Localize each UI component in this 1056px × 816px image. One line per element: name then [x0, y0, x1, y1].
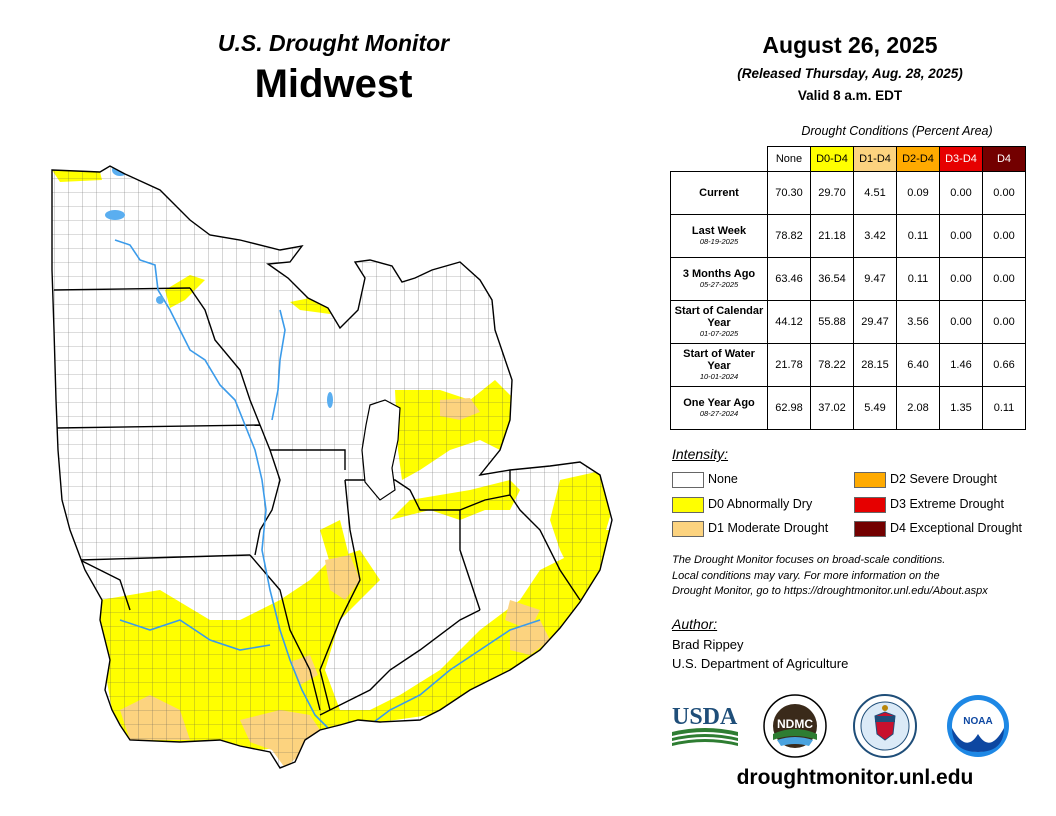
- doi-seal-logo: [853, 694, 917, 758]
- svg-text:NDMC: NDMC: [777, 717, 813, 731]
- stats-cell: 0.00: [939, 300, 983, 344]
- stats-cell: 0.11: [982, 386, 1026, 430]
- stats-caption: Drought Conditions (Percent Area): [801, 124, 993, 138]
- stats-row: Start of Calendar Year 01-07-2025 44.12 55.…: [670, 300, 1026, 344]
- stats-cell: 4.51: [853, 171, 897, 215]
- website-url[interactable]: droughtmonitor.unl.edu: [736, 766, 974, 789]
- state-boundaries: [53, 287, 581, 716]
- legend-swatch: [672, 471, 704, 488]
- legend-d2: D2 Severe Drought: [854, 470, 997, 488]
- drought-stats-table: None D0-D4 D1-D4 D2-D4 D3-D4 D4 Current 7…: [670, 146, 1026, 430]
- stats-cell: 0.00: [982, 257, 1026, 301]
- stats-row: One Year Ago 08-27-2024 62.98 37.02 5.49 2.08…: [670, 386, 1026, 430]
- stats-cell: 1.46: [939, 343, 983, 387]
- stats-cell: 63.46: [767, 257, 811, 301]
- stats-cell: 0.09: [896, 171, 940, 215]
- stats-cell: 29.47: [853, 300, 897, 344]
- drought-map: [51, 165, 613, 769]
- author-title: Author:: [672, 616, 718, 632]
- legend-d1: D1 Moderate Drought: [672, 519, 828, 537]
- legend-swatch: [672, 520, 704, 537]
- stats-cell: 2.08: [896, 386, 940, 430]
- svg-text:NOAA: NOAA: [963, 716, 992, 727]
- stats-cell: 0.11: [896, 257, 940, 301]
- stats-cell: 6.40: [896, 343, 940, 387]
- legend-d3: D3 Extreme Drought: [854, 495, 1004, 513]
- stats-cell: 37.02: [810, 386, 854, 430]
- stats-cell: 21.78: [767, 343, 811, 387]
- stats-row: 3 Months Ago 05-27-2025 63.46 36.54 9.47 0.11…: [670, 257, 1026, 301]
- legend-none: None: [672, 470, 738, 488]
- stats-row-label: Start of Calendar Year 01-07-2025: [670, 300, 768, 344]
- stats-cell: 0.00: [982, 171, 1026, 215]
- program-title: U.S. Drought Monitor: [217, 30, 450, 56]
- col-header-d4: D4: [982, 146, 1026, 172]
- stats-cell: 55.88: [810, 300, 854, 344]
- stats-row-label: Current: [670, 171, 768, 215]
- usda-logo: USDA: [672, 704, 738, 746]
- stats-cell: 28.15: [853, 343, 897, 387]
- col-header-d1d4: D1-D4: [853, 146, 897, 172]
- stats-cell: 36.54: [810, 257, 854, 301]
- noaa-logo: NOAA: [947, 695, 1009, 757]
- stats-cell: 21.18: [810, 214, 854, 258]
- col-header-none: None: [767, 146, 811, 172]
- col-header-d2d4: D2-D4: [896, 146, 940, 172]
- stats-cell: 3.56: [896, 300, 940, 344]
- stats-cell: 0.00: [939, 214, 983, 258]
- lake-michigan: [361, 399, 401, 501]
- author-name: Brad Rippey: [672, 637, 744, 652]
- valid-time: Valid 8 a.m. EDT: [797, 88, 903, 103]
- stats-cell: 9.47: [853, 257, 897, 301]
- legend-d0: D0 Abnormally Dry: [672, 495, 812, 513]
- stats-cell: 3.42: [853, 214, 897, 258]
- stats-cell: 70.30: [767, 171, 811, 215]
- stats-row: Start of Water Year 10-01-2024 21.78 78.22 2…: [670, 343, 1026, 387]
- col-header-d0d4: D0-D4: [810, 146, 854, 172]
- stats-cell: 44.12: [767, 300, 811, 344]
- stats-cell: 0.66: [982, 343, 1026, 387]
- map-date: August 26, 2025: [762, 32, 938, 58]
- stats-cell: 0.00: [982, 300, 1026, 344]
- svg-text:USDA: USDA: [672, 704, 738, 730]
- monitor-note: The Drought Monitor focuses on broad-sca…: [672, 554, 988, 597]
- stats-cell: 5.49: [853, 386, 897, 430]
- stats-cell: 78.22: [810, 343, 854, 387]
- stats-cell: 62.98: [767, 386, 811, 430]
- stats-row: Current 70.30 29.70 4.51 0.09 0.00 0.00: [670, 171, 1026, 215]
- stats-row: Last Week 08-19-2025 78.82 21.18 3.42 0.11 0.0…: [670, 214, 1026, 258]
- stats-cell: 0.00: [939, 257, 983, 301]
- region-title: Midwest: [254, 62, 413, 106]
- stats-cell: 0.00: [939, 171, 983, 215]
- author-org: U.S. Department of Agriculture: [672, 656, 849, 671]
- col-header-d3d4: D3-D4: [939, 146, 983, 172]
- stats-cell: 78.82: [767, 214, 811, 258]
- stats-row-label: Last Week 08-19-2025: [670, 214, 768, 258]
- legend-swatch: [854, 520, 886, 537]
- stats-cell: 1.35: [939, 386, 983, 430]
- legend-swatch: [854, 471, 886, 488]
- legend-d4: D4 Exceptional Drought: [854, 519, 1022, 537]
- ndmc-logo: NDMC: [763, 694, 827, 758]
- stats-row-label: One Year Ago 08-27-2024: [670, 386, 768, 430]
- stats-row-label: Start of Water Year 10-01-2024: [670, 343, 768, 387]
- stats-cell: 0.00: [982, 214, 1026, 258]
- release-date: (Released Thursday, Aug. 28, 2025): [737, 66, 963, 81]
- intensity-title: Intensity:: [672, 446, 729, 462]
- stats-cell: 0.11: [896, 214, 940, 258]
- stats-row-label: 3 Months Ago 05-27-2025: [670, 257, 768, 301]
- legend-swatch: [672, 496, 704, 513]
- legend-swatch: [854, 496, 886, 513]
- stats-cell: 29.70: [810, 171, 854, 215]
